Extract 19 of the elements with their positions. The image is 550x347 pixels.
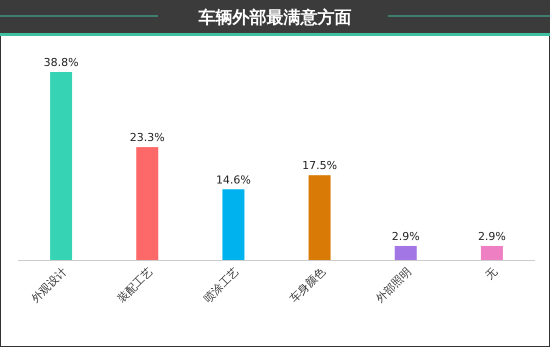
- bar: [308, 175, 331, 260]
- x-tick-label: 装配工艺: [115, 264, 156, 306]
- bar: [394, 246, 417, 260]
- x-tick-label: 喷涂工艺: [201, 264, 242, 306]
- data-label: 17.5%: [302, 159, 338, 172]
- data-label: 38.8%: [44, 56, 79, 69]
- bar: [222, 189, 244, 260]
- data-label: 2.9%: [392, 230, 420, 243]
- data-label: 2.9%: [478, 230, 506, 243]
- x-tick-label: 外部照明: [374, 264, 414, 306]
- bar: [480, 246, 503, 260]
- data-label: 23.3%: [130, 131, 165, 144]
- bar: [50, 72, 72, 260]
- x-tick-label: 车身颜色: [287, 264, 328, 306]
- x-tick-label: 无: [483, 264, 500, 282]
- chart-title: 车辆外部最满意方面: [198, 8, 352, 28]
- bar: [136, 147, 158, 260]
- x-tick-label: 外观设计: [28, 264, 70, 306]
- data-label: 14.6%: [216, 173, 251, 186]
